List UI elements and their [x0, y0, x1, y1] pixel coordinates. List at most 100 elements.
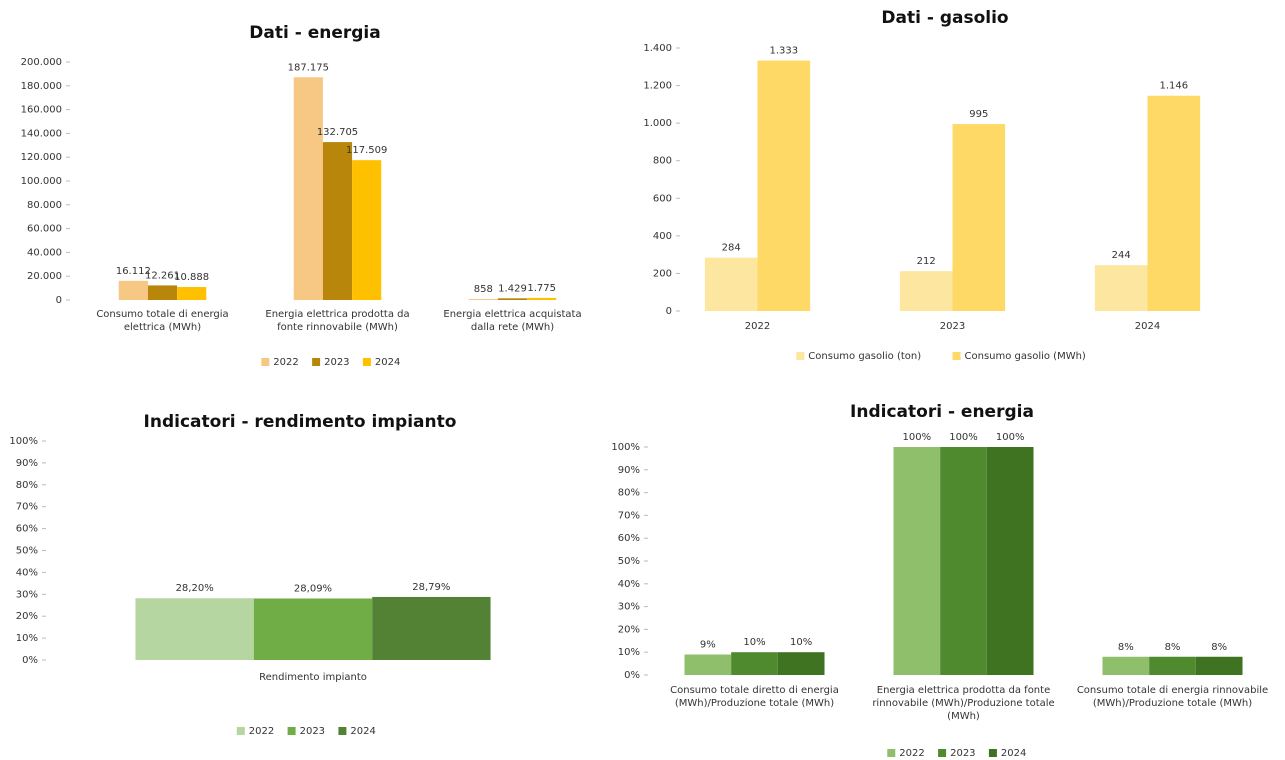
x-label-box: Consumo totale diretto di energia (MWh)/… — [670, 685, 839, 709]
bar — [704, 257, 758, 311]
bar — [893, 447, 941, 675]
x-tick-label: Consumo totale diretto di energia (MWh)/… — [670, 685, 839, 709]
legend-swatch — [261, 358, 270, 366]
x-label-box: 2024 — [1134, 321, 1161, 332]
chart-title: Indicatori - rendimento impianto — [144, 412, 457, 432]
y-tick-label: 100% — [9, 436, 38, 447]
legend-swatch — [887, 749, 896, 757]
chart-title: Dati - energia — [249, 23, 380, 43]
bar — [731, 652, 778, 675]
data-label: 284 — [722, 243, 741, 254]
legend-label: 2024 — [375, 357, 400, 368]
bar — [177, 287, 207, 300]
bar — [1195, 656, 1243, 675]
y-tick-label: 100.000 — [21, 176, 62, 187]
y-tick-label: 40.000 — [27, 247, 62, 258]
data-label: 1.429 — [498, 283, 527, 294]
y-tick-label: 10% — [618, 647, 640, 658]
x-tick-label: Rendimento impianto — [259, 672, 367, 683]
x-tick-label: 2022 — [744, 321, 771, 332]
bar — [527, 297, 557, 300]
y-tick-label: 0% — [22, 655, 38, 666]
data-label: 858 — [474, 284, 493, 295]
data-label: 995 — [969, 109, 988, 120]
data-label: 132.705 — [317, 127, 358, 138]
bar — [293, 77, 323, 300]
data-label: 100% — [949, 432, 978, 443]
bar — [497, 298, 528, 300]
x-tick-label: Energia elettrica prodotta da fonte rinn… — [872, 685, 1055, 722]
y-tick-label: 30% — [618, 602, 640, 613]
x-label-box: Rendimento impianto — [259, 672, 367, 683]
y-tick-label: 50% — [16, 546, 38, 557]
x-label-box: 2022 — [744, 321, 771, 332]
bar — [1149, 656, 1196, 675]
y-tick-label: 1.200 — [643, 81, 672, 92]
data-label: 10% — [743, 637, 765, 648]
data-label: 1.333 — [770, 46, 799, 57]
y-tick-label: 70% — [16, 502, 38, 513]
data-label: 1.775 — [527, 283, 556, 294]
y-tick-label: 180.000 — [21, 81, 62, 92]
y-tick-label: 80% — [618, 488, 640, 499]
legend-label: 2022 — [273, 357, 298, 368]
y-tick-label: 50% — [618, 556, 640, 567]
data-label: 100% — [903, 432, 932, 443]
data-label: 9% — [700, 639, 716, 650]
x-label-box: Energia elettrica acquistata dalla rete … — [443, 309, 581, 333]
y-tick-label: 0 — [56, 295, 62, 306]
y-tick-label: 80% — [16, 480, 38, 491]
bar — [952, 124, 1006, 311]
data-label: 10.888 — [174, 272, 209, 283]
y-tick-label: 70% — [618, 510, 640, 521]
data-label: 28,09% — [294, 583, 332, 594]
x-tick-label: Consumo totale di energia elettrica (MWh… — [96, 309, 229, 333]
x-tick-label: 2024 — [1134, 321, 1161, 332]
bar — [135, 598, 254, 660]
legend-swatch — [287, 727, 296, 735]
data-label: 12.261 — [145, 270, 180, 281]
legend-swatch — [796, 352, 805, 360]
bar — [1147, 95, 1201, 311]
bar — [777, 652, 825, 675]
x-label-box: Energia elettrica prodotta da fonte rinn… — [872, 685, 1055, 722]
legend-swatch — [988, 749, 997, 757]
data-label: 212 — [917, 256, 936, 267]
y-tick-label: 30% — [16, 589, 38, 600]
chart-title: Dati - gasolio — [881, 8, 1008, 28]
legend-label: 2022 — [899, 748, 924, 759]
data-label: 1.146 — [1160, 81, 1189, 92]
y-tick-label: 800 — [653, 156, 672, 167]
x-label-box: Consumo totale di energia rinnovabile (M… — [1076, 685, 1269, 709]
y-tick-label: 60% — [618, 533, 640, 544]
y-tick-label: 100% — [611, 442, 640, 453]
data-label: 28,79% — [412, 582, 450, 593]
data-label: 28,20% — [176, 583, 214, 594]
y-tick-label: 600 — [653, 193, 672, 204]
y-tick-label: 120.000 — [21, 152, 62, 163]
data-label: 244 — [1112, 250, 1131, 261]
x-tick-label: Consumo totale di energia rinnovabile (M… — [1076, 685, 1269, 709]
legend-label: 2023 — [300, 726, 325, 737]
y-tick-label: 0% — [624, 670, 640, 681]
y-tick-label: 200 — [653, 268, 672, 279]
y-tick-label: 400 — [653, 231, 672, 242]
y-tick-label: 20.000 — [27, 271, 62, 282]
legend-label: 2024 — [350, 726, 375, 737]
y-tick-label: 80.000 — [27, 200, 62, 211]
y-tick-label: 60% — [16, 524, 38, 535]
y-tick-label: 140.000 — [21, 128, 62, 139]
bar — [468, 298, 498, 300]
bar — [322, 142, 353, 300]
bar — [352, 160, 382, 300]
legend-swatch — [938, 749, 947, 757]
y-tick-label: 1.400 — [643, 43, 672, 54]
x-label-box: Energia elettrica prodotta da fonte rinn… — [265, 309, 409, 333]
data-label: 100% — [996, 432, 1025, 443]
data-label: 8% — [1165, 642, 1181, 653]
x-tick-label: 2023 — [939, 321, 966, 332]
data-label: 10% — [790, 637, 812, 648]
legend-swatch — [338, 727, 347, 735]
y-tick-label: 0 — [666, 306, 672, 317]
